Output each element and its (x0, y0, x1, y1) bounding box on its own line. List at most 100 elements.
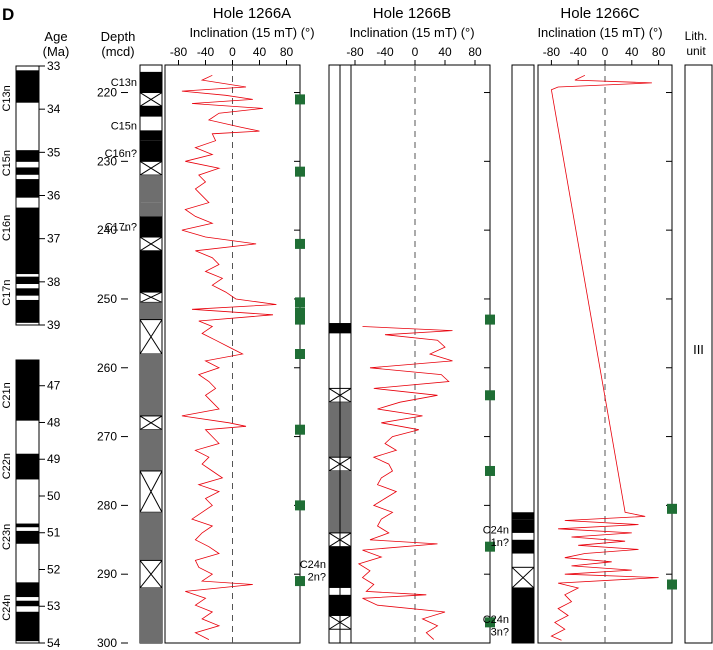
lith-header-line-2: unit (686, 44, 706, 58)
age-tick-label: 34 (47, 102, 61, 116)
age-polarity-block (16, 523, 39, 528)
depth-tick-label: 290 (97, 567, 117, 581)
chron-label: C17n? (105, 222, 137, 234)
lith-header-line-1: Lith. (685, 29, 708, 43)
core-marker (295, 94, 305, 105)
polarity-normal-block (512, 587, 534, 643)
hole-title: Hole 1266C (560, 5, 639, 22)
inclination-tick-label: 80 (468, 45, 482, 59)
age-polarity-block (16, 360, 39, 421)
chron-label: C24n (300, 559, 326, 571)
core-marker (295, 314, 305, 325)
axis-label: Inclination (15 mT) (°) (537, 25, 662, 40)
core-marker (295, 297, 305, 308)
age-polarity-block (16, 207, 39, 275)
age-tick-label: 37 (47, 232, 61, 246)
core-marker (295, 500, 305, 511)
chron-label: C21n (1, 382, 13, 408)
polarity-normal-block (512, 519, 534, 533)
inclination-trace (357, 326, 453, 640)
inclination-tick-label: 0 (229, 45, 236, 59)
age-polarity-block (16, 288, 39, 296)
core-gap-cross (139, 415, 163, 431)
age-polarity-block (16, 611, 39, 642)
depth-tick-label: 300 (97, 636, 117, 650)
chron-label: C24n (483, 614, 509, 626)
polarity-uncertain-block (140, 587, 162, 643)
chron-label: C13n (1, 85, 13, 111)
chron-label: C23n (1, 524, 13, 550)
age-tick-label: 51 (47, 526, 61, 540)
chron-label: C24n (483, 524, 509, 536)
core-marker (485, 465, 495, 476)
inclination-tick-label: -40 (376, 45, 394, 59)
age-tick-label: 39 (47, 318, 61, 332)
age-header-line-2: (Ma) (43, 44, 70, 59)
age-column: 33 34 35 36 37 38 39 C13n C15n C16n C17n 47 48 49 50 51… (1, 59, 61, 650)
core-gap-cross (511, 566, 535, 589)
chron-label: C15n (111, 121, 137, 133)
age-tick-label: 47 (47, 379, 61, 393)
depth-axis: 220 230 240 250 260 270 280 290 300 (97, 86, 128, 650)
polarity-normal-block (140, 71, 162, 93)
core-gap-cross (139, 560, 163, 589)
inclination-tick-label: -40 (570, 45, 588, 59)
core-gap-cross (139, 291, 163, 303)
age-tick-label: 49 (47, 452, 61, 466)
inclination-trace (550, 74, 659, 641)
polarity-normal-block (140, 250, 162, 293)
polarity-uncertain-block (140, 302, 162, 320)
age-tick-label: 52 (47, 562, 61, 576)
polarity-uncertain-block (140, 429, 162, 471)
age-polarity-block (16, 600, 39, 607)
axis-label: Inclination (15 mT) (°) (349, 25, 474, 40)
depth-header-line-1: Depth (101, 29, 136, 44)
depth-tick-label: 260 (97, 361, 117, 375)
depth-tick-label: 230 (97, 154, 117, 168)
inclination-tick-label: 40 (438, 45, 452, 59)
polarity-column-frame (511, 64, 535, 644)
age-polarity-block (16, 582, 39, 598)
core-gap-cross (139, 470, 163, 513)
axis-label: Inclination (15 mT) (°) (189, 25, 314, 40)
polarity-normal-block (140, 130, 162, 141)
inclination-tick-label: -80 (543, 45, 561, 59)
polarity-normal-block (140, 140, 162, 162)
age-polarity-block (16, 453, 39, 480)
lith-unit-label: III (693, 342, 704, 357)
chron-label: C16n? (105, 148, 137, 160)
inclination-tick-label: -80 (346, 45, 364, 59)
chron-label: 2n? (308, 571, 326, 583)
age-polarity-block (16, 276, 39, 284)
core-marker (485, 314, 495, 325)
hole-1266a: Hole 1266A Inclination (15 mT) (°) C13n C15… (105, 5, 315, 644)
core-marker (295, 238, 305, 249)
age-tick-label: 33 (47, 59, 61, 73)
depth-tick-label: 270 (97, 430, 117, 444)
core-marker (295, 166, 305, 177)
hole-title: Hole 1266A (213, 5, 291, 22)
core-marker (485, 617, 495, 628)
depth-tick-label: 240 (97, 223, 117, 237)
hole-title: Hole 1266B (373, 5, 451, 22)
polarity-normal-block (512, 539, 534, 554)
polarity-uncertain-block (140, 512, 162, 561)
inclination-tick-label: 0 (602, 45, 609, 59)
inclination-trace (181, 74, 277, 640)
depth-tick-label: 280 (97, 498, 117, 512)
lith-unit-box (684, 64, 713, 644)
inclination-tick-label: -80 (170, 45, 188, 59)
core-marker (295, 307, 305, 318)
age-tick-label: 50 (47, 489, 61, 503)
age-polarity-block (16, 299, 39, 323)
age-polarity-block (16, 179, 39, 198)
chron-label: C13n (111, 77, 137, 89)
polarity-uncertain-block (140, 354, 162, 416)
core-marker (295, 424, 305, 435)
age-polarity-block (16, 150, 39, 162)
age-polarity-block (16, 70, 39, 103)
depth-tick-label: 220 (97, 86, 117, 100)
age-header-line-1: Age (44, 29, 67, 44)
core-gap-cross (139, 92, 163, 107)
